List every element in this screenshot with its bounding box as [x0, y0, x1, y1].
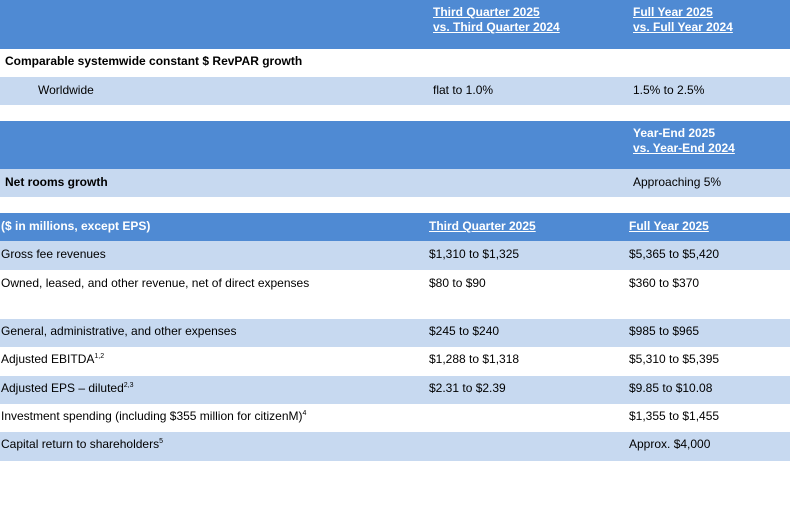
rooms-header-line2: vs. Year-End 2024 — [633, 141, 735, 155]
table-row: Gross fee revenues $1,310 to $1,325 $5,3… — [0, 241, 790, 270]
rooms-value: Approaching 5% — [633, 175, 722, 189]
row-label: Owned, leased, and other revenue, net of… — [1, 276, 310, 290]
revpar-header-fy-line2: vs. Full Year 2024 — [633, 20, 733, 34]
row-label: Investment spending (including $355 mill… — [1, 409, 303, 423]
table-row: Owned, leased, and other revenue, net of… — [0, 270, 790, 319]
table-row: Investment spending (including $355 mill… — [0, 404, 790, 432]
row-fy-value: $985 to $965 — [629, 324, 700, 338]
row-label: Adjusted EBITDA — [1, 352, 95, 366]
table-row: Adjusted EBITDA1,2 $1,288 to $1,318 $5,3… — [0, 347, 790, 376]
row-fy-value: $5,310 to $5,395 — [629, 352, 720, 366]
row-label: Capital return to shareholders — [1, 437, 160, 451]
row-label: General, administrative, and other expen… — [1, 324, 237, 338]
row-q-value: $80 to $90 — [429, 276, 486, 290]
table-row: Capital return to shareholders5 Approx. … — [0, 432, 790, 461]
rooms-row: Net rooms growth Approaching 5% — [0, 169, 790, 197]
revpar-worldwide-fy: 1.5% to 2.5% — [633, 83, 705, 97]
row-q-value: $2.31 to $2.39 — [429, 381, 506, 395]
financials-header-row: ($ in millions, except EPS) Third Quarte… — [0, 213, 790, 241]
revpar-worldwide-row: Worldwide flat to 1.0% 1.5% to 2.5% — [0, 77, 790, 105]
row-fy-value: $1,355 to $1,455 — [629, 409, 720, 423]
financials-header-fy: Full Year 2025 — [629, 219, 709, 233]
table-row: Adjusted EPS – diluted2,3 $2.31 to $2.39… — [0, 376, 790, 404]
row-label: Adjusted EPS – diluted — [1, 381, 124, 395]
revpar-header-row: Third Quarter 2025 vs. Third Quarter 202… — [0, 0, 790, 49]
row-label: Gross fee revenues — [1, 247, 106, 261]
row-q-value: $1,310 to $1,325 — [429, 247, 520, 261]
revpar-section-row: Comparable systemwide constant $ RevPAR … — [0, 49, 790, 77]
revpar-section-label: Comparable systemwide constant $ RevPAR … — [5, 54, 303, 68]
revpar-header-q-line1: Third Quarter 2025 — [433, 5, 540, 19]
financials-header-q: Third Quarter 2025 — [429, 219, 536, 233]
revpar-header-fy-line1: Full Year 2025 — [633, 5, 713, 19]
financials-header-label: ($ in millions, except EPS) — [1, 219, 151, 233]
row-q-value: $245 to $240 — [429, 324, 500, 338]
row-fy-value: $9.85 to $10.08 — [629, 381, 713, 395]
revpar-header-q-line2: vs. Third Quarter 2024 — [433, 20, 560, 34]
rooms-label: Net rooms growth — [5, 175, 108, 189]
row-fy-value: $360 to $370 — [629, 276, 700, 290]
row-footnote: 4 — [302, 410, 307, 417]
row-fy-value: $5,365 to $5,420 — [629, 247, 720, 261]
rooms-header-line1: Year-End 2025 — [633, 126, 716, 140]
rooms-header-row: Year-End 2025 vs. Year-End 2024 — [0, 121, 790, 169]
row-footnote: 1,2 — [94, 353, 105, 360]
revpar-worldwide-q: flat to 1.0% — [433, 83, 494, 97]
row-footnote: 2,3 — [123, 382, 134, 389]
row-footnote: 5 — [159, 438, 163, 445]
table-row: General, administrative, and other expen… — [0, 319, 790, 347]
revpar-worldwide-label: Worldwide — [38, 83, 94, 97]
row-fy-value: Approx. $4,000 — [629, 437, 711, 451]
row-q-value: $1,288 to $1,318 — [429, 352, 520, 366]
